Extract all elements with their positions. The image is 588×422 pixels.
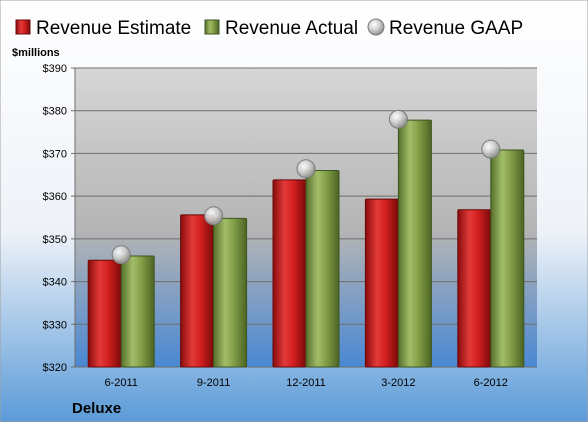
marker-revenue-gaap bbox=[204, 206, 224, 226]
y-tick-label: $320 bbox=[43, 362, 67, 374]
legend-label-revenue-gaap: Revenue GAAP bbox=[389, 18, 523, 39]
company-name: Deluxe bbox=[72, 400, 121, 417]
bar-revenue-actual bbox=[120, 255, 155, 368]
legend-swatch-revenue-actual bbox=[204, 19, 220, 35]
y-tick-label: $370 bbox=[43, 148, 67, 160]
x-tick-label: 9-2011 bbox=[197, 377, 230, 389]
bar-revenue-estimate bbox=[272, 179, 307, 368]
y-tick-label: $380 bbox=[43, 106, 67, 118]
y-tick-label: $350 bbox=[43, 234, 67, 246]
y-axis-unit-label: $millions bbox=[12, 47, 60, 59]
bar-revenue-estimate bbox=[87, 259, 122, 368]
bar-revenue-actual bbox=[397, 119, 432, 368]
bar-revenue-estimate bbox=[457, 209, 492, 368]
bar-revenue-actual bbox=[490, 149, 525, 368]
y-tick-label: $390 bbox=[43, 63, 67, 75]
x-tick-label: 6-2011 bbox=[104, 377, 137, 389]
bar-revenue-actual bbox=[213, 217, 248, 368]
marker-revenue-gaap bbox=[388, 109, 408, 129]
legend-label-revenue-estimate: Revenue Estimate bbox=[36, 18, 191, 39]
legend-swatch-revenue-estimate bbox=[15, 19, 31, 35]
x-tick-label: 3-2012 bbox=[381, 377, 415, 389]
marker-revenue-gaap bbox=[296, 159, 316, 179]
legend-label-revenue-actual: Revenue Actual bbox=[225, 18, 358, 39]
x-tick-label: 6-2012 bbox=[474, 377, 508, 389]
bar-revenue-estimate bbox=[180, 214, 215, 368]
y-tick-label: $360 bbox=[43, 191, 67, 203]
x-tick-label: 12-2011 bbox=[286, 377, 326, 389]
legend-swatch-revenue-gaap bbox=[367, 18, 385, 36]
y-tick-label: $330 bbox=[43, 319, 67, 331]
marker-revenue-gaap bbox=[481, 139, 501, 159]
bar-revenue-actual bbox=[305, 170, 340, 368]
bar-revenue-estimate bbox=[364, 198, 399, 368]
marker-revenue-gaap bbox=[111, 245, 131, 265]
y-tick-label: $340 bbox=[43, 277, 67, 289]
